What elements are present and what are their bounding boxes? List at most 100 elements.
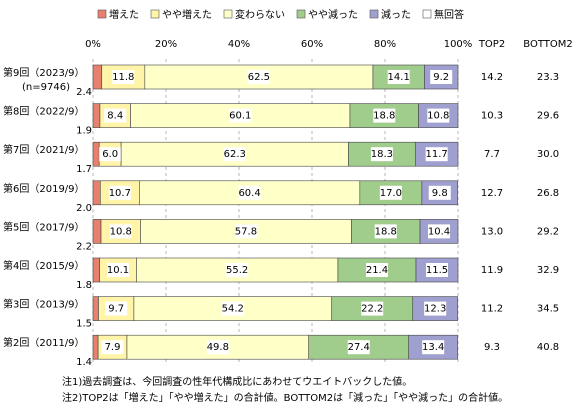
value-label: 62.5 — [248, 72, 270, 83]
value-label: 62.3 — [224, 149, 246, 160]
bar-segment — [144, 64, 374, 90]
value-label: 18.3 — [371, 149, 393, 160]
category-label: 第6回（2019/9） — [3, 182, 85, 195]
legend-swatch — [97, 9, 107, 19]
value-label: 9.7 — [108, 304, 124, 315]
value-label: 6.0 — [102, 149, 118, 160]
legend-label: 増えた — [109, 8, 139, 21]
value-label: 10.1 — [107, 265, 129, 276]
summary-value: 23.3 — [537, 72, 559, 83]
summary-value: 29.2 — [537, 226, 559, 237]
value-label-box — [99, 147, 122, 162]
summary-value: 14.2 — [481, 72, 503, 83]
value-label-box — [387, 70, 410, 84]
value-label: 1.5 — [76, 319, 92, 330]
value-label: 54.2 — [222, 304, 244, 315]
summary-value: 12.7 — [481, 188, 503, 199]
category-label: 第4回（2015/9） — [3, 259, 85, 272]
category-label: 第2回（2011/9） — [3, 336, 85, 349]
value-label-box — [206, 340, 229, 355]
x-tick-label: 100% — [444, 39, 473, 50]
legend-label: やや減った — [308, 8, 358, 21]
value-label: 57.8 — [235, 226, 257, 237]
category-label: 第7回（2021/9） — [3, 143, 85, 156]
value-label-box — [238, 185, 261, 200]
bar-segment — [415, 257, 459, 283]
value-label: 12.3 — [424, 304, 446, 315]
value-label-box — [223, 147, 246, 162]
summary-value: 26.8 — [537, 188, 559, 199]
summary-value: 11.9 — [481, 265, 503, 276]
summary-value: 10.3 — [481, 111, 503, 122]
category-label: 第5回（2017/9） — [3, 220, 85, 233]
value-label: 10.8 — [110, 226, 132, 237]
bar-segment — [92, 103, 101, 128]
summary-header: TOP2 — [478, 39, 505, 50]
value-label: 17.0 — [380, 188, 402, 199]
summary-value: 11.2 — [481, 304, 503, 315]
value-label-box — [370, 147, 393, 162]
value-label: 7.9 — [105, 342, 121, 353]
summary-value: 30.0 — [537, 149, 559, 160]
value-label: 1.9 — [76, 126, 92, 137]
value-label: 2.4 — [76, 87, 92, 98]
value-label: 9.8 — [432, 188, 448, 199]
value-label: 18.8 — [373, 111, 395, 122]
bar-segment — [92, 180, 101, 206]
value-label-box — [428, 185, 451, 200]
value-label-box — [374, 224, 397, 239]
value-label-box — [226, 263, 249, 277]
value-label: 1.7 — [76, 164, 92, 175]
value-label: 60.4 — [238, 188, 260, 199]
summary-header: BOTTOM2 — [523, 39, 572, 50]
value-label-box — [221, 301, 244, 316]
value-label: 21.4 — [366, 265, 388, 276]
value-label: 22.2 — [361, 304, 383, 315]
bar-segment — [92, 334, 99, 360]
summary-value: 40.8 — [537, 342, 559, 353]
category-label: 第3回（2013/9） — [3, 298, 85, 311]
legend-label: 減った — [381, 8, 411, 21]
value-label: 2.0 — [76, 203, 92, 214]
value-label-box — [365, 263, 388, 277]
legend-label: 変わらない — [235, 8, 285, 21]
value-label-box — [247, 70, 270, 84]
note: 注2)TOP2は「増えた」「やや増えた」の合計値。BOTTOM2は「減った」「や… — [62, 391, 508, 404]
legend-swatch — [150, 9, 160, 19]
value-label: 60.1 — [229, 111, 251, 122]
value-label-box — [428, 224, 451, 239]
summary-value: 29.6 — [537, 111, 559, 122]
legend-swatch — [223, 9, 233, 19]
x-tick-label: 40% — [228, 39, 250, 50]
value-label: 11.5 — [426, 265, 448, 276]
value-label: 10.7 — [109, 188, 131, 199]
value-label-box — [109, 224, 132, 239]
summary-value: 13.0 — [481, 226, 503, 237]
category-label: 第9回（2023/9） — [3, 66, 85, 79]
legend-label: やや増えた — [162, 8, 212, 21]
value-label: 1.8 — [76, 280, 92, 291]
x-tick-label: 20% — [155, 39, 177, 50]
bar-segment — [92, 219, 102, 244]
value-label-box — [229, 108, 252, 123]
value-label: 10.8 — [427, 111, 449, 122]
value-label: 2.2 — [76, 241, 92, 252]
value-label-box — [112, 70, 135, 84]
value-label-box — [234, 224, 257, 239]
value-label-box — [422, 340, 445, 355]
value-label-box — [426, 263, 449, 277]
value-label: 11.8 — [112, 72, 134, 83]
value-label-box — [347, 340, 370, 355]
summary-value: 9.3 — [484, 342, 500, 353]
legend-swatch — [296, 9, 306, 19]
value-label: 14.1 — [388, 72, 410, 83]
value-label: 49.8 — [207, 342, 229, 353]
legend-swatch — [369, 9, 379, 19]
value-label: 11.7 — [426, 149, 448, 160]
value-label-box — [373, 108, 396, 123]
value-label: 18.8 — [375, 226, 397, 237]
value-label-box — [430, 70, 453, 84]
value-label: 9.2 — [433, 72, 449, 83]
value-label-box — [427, 108, 450, 123]
